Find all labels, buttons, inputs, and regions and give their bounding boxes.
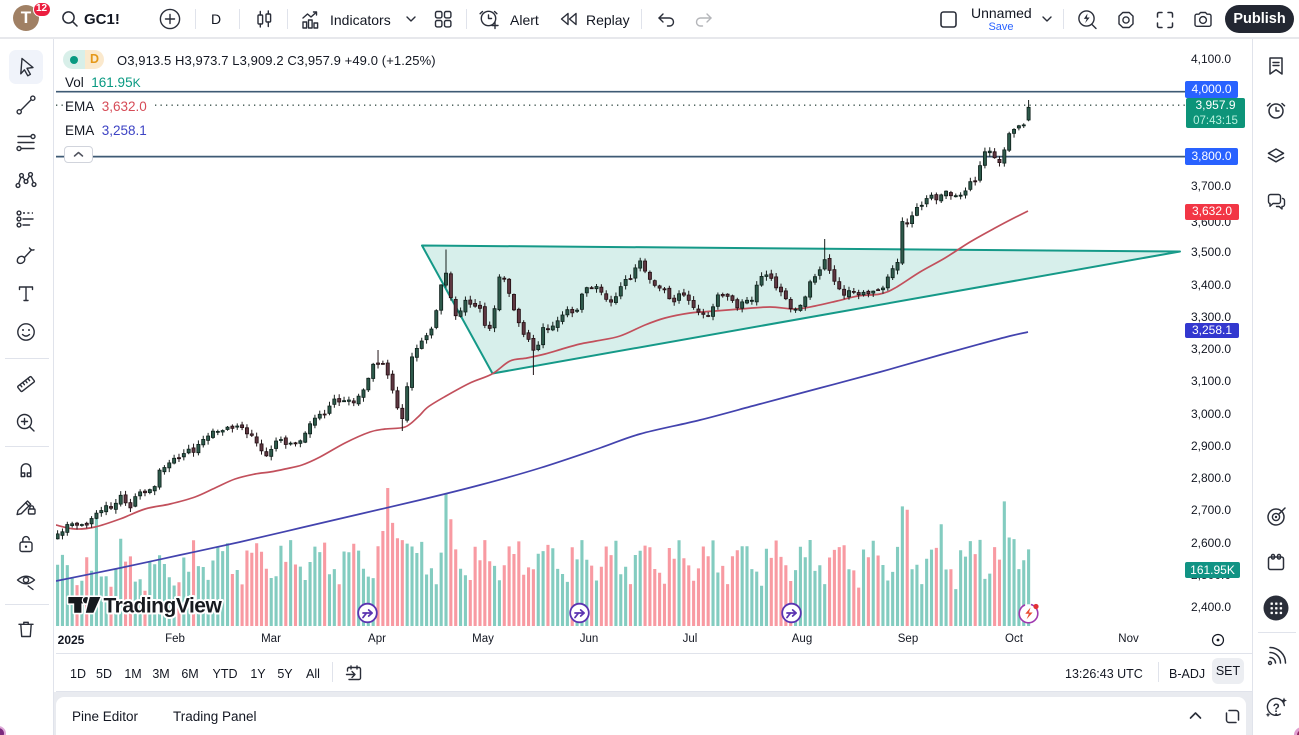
svg-text:TradingView: TradingView xyxy=(104,595,223,618)
svg-text:?: ? xyxy=(1273,703,1280,715)
